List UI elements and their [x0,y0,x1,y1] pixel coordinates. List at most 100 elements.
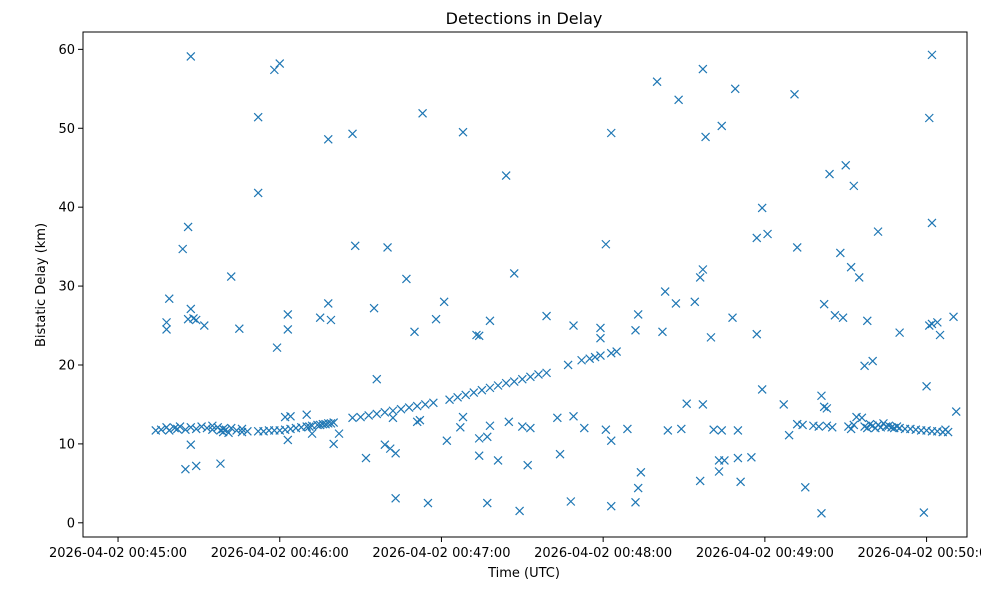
data-point [663,426,673,435]
data-point [792,242,802,252]
data-point [517,422,527,431]
data-point [391,493,401,503]
data-point [180,425,190,435]
data-point [348,129,357,139]
data-point [410,327,419,337]
data-point [596,351,605,360]
data-point [555,449,565,459]
data-point [283,325,293,334]
data-point [819,299,829,309]
data-point [216,459,225,469]
data-point [525,423,535,433]
data-point [455,422,465,432]
data-point [383,242,392,252]
data-point [717,121,727,131]
data-point [827,422,837,432]
data-point [501,378,511,388]
data-point [439,297,449,307]
data-point [186,304,196,314]
data-point [509,377,519,386]
data-point [838,313,848,323]
data-point [606,348,616,358]
data-point [186,52,196,61]
data-point [286,411,295,421]
data-point [523,460,533,470]
data-point [752,233,762,243]
data-point [525,372,535,382]
data-point [304,422,314,431]
y-tick-label: 60 [58,43,75,58]
data-point [156,425,166,435]
data-point [253,188,263,198]
data-point [819,402,829,412]
y-tick-label: 0 [67,516,75,531]
data-point [418,108,428,118]
data-point [671,299,681,308]
data-point [442,436,452,446]
data-point [790,89,799,99]
data-point [501,171,511,181]
data-point [835,248,845,258]
data-point [515,506,525,516]
data-point [396,404,406,414]
data-point [720,456,729,465]
data-point [698,64,708,74]
data-point [601,239,611,249]
data-point [482,498,492,508]
data-point [472,330,481,340]
data-point [927,218,937,228]
data-point [817,391,826,401]
data-point [579,423,589,433]
data-point [730,84,740,94]
data-point [631,325,640,335]
data-point [237,424,247,434]
data-point [935,330,945,340]
data-point [636,467,646,477]
data-point [412,417,422,427]
data-point [814,422,824,431]
data-point [369,303,379,313]
data-point [380,407,390,417]
data-point [884,421,894,431]
data-point [676,424,686,434]
data-point [162,317,171,327]
data-point [757,203,767,213]
data-point [825,169,834,179]
data-point [315,313,325,323]
data-point [191,461,201,471]
data-point [784,430,794,440]
data-point [361,453,371,463]
data-point [226,272,236,282]
y-tick-label: 20 [58,358,75,373]
data-point [269,65,279,75]
data-point [401,274,411,284]
data-point [841,160,851,170]
data-point [752,329,762,339]
data-point [633,483,643,493]
data-point [596,333,605,343]
data-point [857,413,867,423]
data-point [569,411,578,421]
data-point [164,294,174,304]
data-point [817,508,826,518]
data-point [622,424,632,434]
data-point [189,314,198,323]
data-point [334,429,344,439]
data-point [315,420,325,430]
data-point [757,385,767,394]
data-point [350,241,360,251]
data-point [302,410,312,420]
data-point [485,316,495,326]
data-points [151,50,961,518]
data-point [461,390,471,400]
data-point [224,428,233,438]
data-point [860,422,870,431]
x-axis-ticks: 2026-04-02 00:45:00 2026-04-02 00:46:00 20… [49,537,981,561]
y-tick-label: 50 [58,122,75,137]
data-point [474,433,484,443]
y-axis-ticks: 0 10 20 30 40 50 60 [58,43,83,531]
data-point [283,310,293,319]
data-point [253,112,263,122]
data-point [307,429,317,439]
data-point [469,388,479,398]
